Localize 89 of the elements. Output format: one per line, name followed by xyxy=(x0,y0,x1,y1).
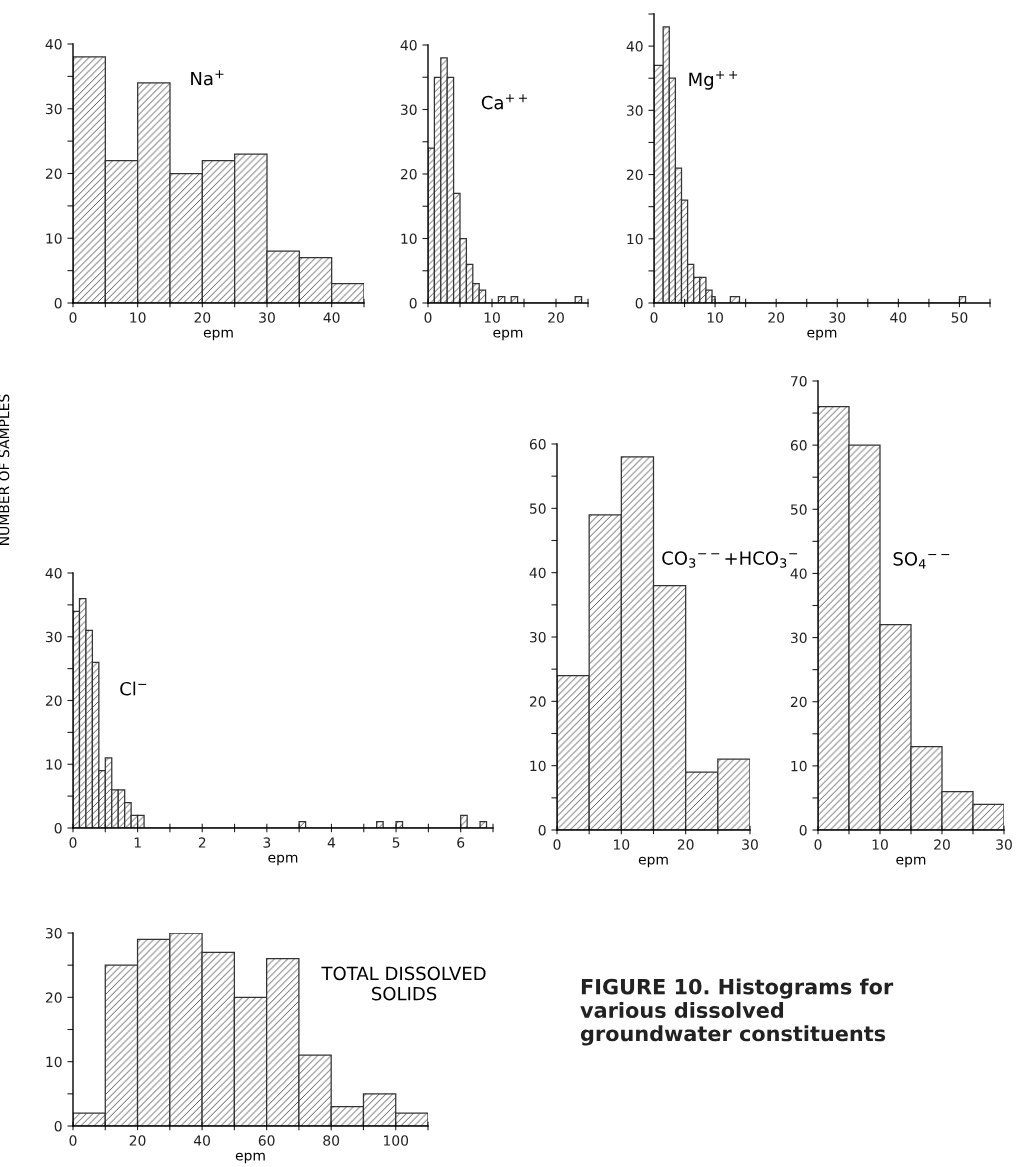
x-tick-label: 4 xyxy=(327,837,336,848)
x-tick-label: 40 xyxy=(193,1135,211,1146)
y-tick-label: 40 xyxy=(45,38,62,50)
x-tick-label: 3 xyxy=(263,837,271,848)
x-tick-label: 50 xyxy=(951,312,968,323)
y-tick-label: 20 xyxy=(400,168,417,180)
y-tick-label: 30 xyxy=(45,103,62,115)
x-tick-label: 100 xyxy=(384,1135,409,1146)
x-tick-label: 2 xyxy=(198,837,206,848)
x-tick-label: 20 xyxy=(934,839,950,850)
x-tick-label: 1 xyxy=(134,837,141,848)
x-axis-title: epm xyxy=(807,329,837,341)
y-tick-label: 70 xyxy=(791,375,807,387)
x-tick-label: 10 xyxy=(130,312,146,323)
y-tick-label: 0 xyxy=(799,824,807,836)
text: SO$_{4}$$^{−−}$ xyxy=(893,552,950,569)
x-tick-label: 6 xyxy=(457,837,465,848)
y-tick-label: 0 xyxy=(538,824,546,836)
text: TOTAL DISSOLVED SOLIDS xyxy=(321,966,486,1001)
y-tick-label: 20 xyxy=(790,696,807,708)
y-tick-label: 60 xyxy=(529,438,546,450)
x-tick-label: 0 xyxy=(424,312,432,323)
x-tick-label: 5 xyxy=(392,837,400,848)
x-axis-title: epm xyxy=(493,329,523,341)
y-tick-label: 10 xyxy=(46,233,62,244)
x-tick-label: 20 xyxy=(129,1135,146,1146)
text: Mg$^{++}$ xyxy=(689,71,738,90)
y-tick-label: 30 xyxy=(45,927,62,939)
y-tick-label: 20 xyxy=(626,169,643,181)
x-axis-title: epm xyxy=(268,854,298,866)
x-axis-title: epm xyxy=(896,856,926,868)
y-tick-label: 30 xyxy=(790,632,807,644)
x-axis-title: epm xyxy=(235,1152,265,1164)
y-tick-label: 30 xyxy=(400,104,417,115)
y-tick-label: 40 xyxy=(45,567,62,579)
x-tick-label: 20 xyxy=(548,312,564,323)
x-tick-label: 30 xyxy=(996,839,1012,850)
y-tick-label: 50 xyxy=(790,504,807,515)
x-tick-label: 40 xyxy=(323,312,340,323)
y-tick-label: 20 xyxy=(45,168,62,179)
x-tick-label: 0 xyxy=(69,1135,77,1146)
y-tick-label: 30 xyxy=(626,105,643,116)
x-tick-label: 10 xyxy=(872,839,888,850)
x-tick-label: 30 xyxy=(829,312,846,323)
y-tick-label: 60 xyxy=(790,440,807,451)
y-tick-label: 40 xyxy=(790,568,807,579)
x-tick-label: 20 xyxy=(768,312,785,323)
y-tick-label: 10 xyxy=(46,759,62,770)
x-tick-label: 0 xyxy=(69,312,77,323)
x-tick-label: 10 xyxy=(484,312,500,323)
y-tick-label: 0 xyxy=(54,822,62,834)
text: Ca$^{++}$ xyxy=(481,94,527,110)
text: CO$_{3}$$^{−−}$+HCO$_{3}$$^{−}$ xyxy=(662,551,798,568)
y-tick-label: 30 xyxy=(45,631,62,643)
y-tick-label: 10 xyxy=(627,233,643,245)
y-tick-label: 20 xyxy=(529,696,546,707)
y-tick-label: 0 xyxy=(54,297,62,309)
caption: FIGURE 10. Histograms for various dissolved groundwater constituents xyxy=(580,978,894,1046)
x-tick-label: 30 xyxy=(742,839,758,850)
y-tick-label: 10 xyxy=(46,1056,62,1068)
y-tick-label: 40 xyxy=(626,41,643,52)
x-tick-label: 30 xyxy=(259,312,275,323)
x-tick-label: 0 xyxy=(553,839,561,850)
x-tick-label: 0 xyxy=(69,837,77,848)
x-tick-label: 0 xyxy=(814,839,822,850)
x-axis-title: epm xyxy=(638,856,668,868)
x-tick-label: 40 xyxy=(890,312,907,323)
x-tick-label: 10 xyxy=(707,312,724,323)
y-tick-label: 10 xyxy=(530,760,546,772)
text: Cl$^{−}$ xyxy=(120,681,147,696)
y-tick-label: 50 xyxy=(529,503,546,514)
x-tick-label: 20 xyxy=(677,839,694,850)
text: Na$^{+}$ xyxy=(191,70,224,86)
y-tick-label: 20 xyxy=(45,695,62,706)
y-tick-label: 0 xyxy=(409,297,417,309)
y-tick-label: 20 xyxy=(45,992,62,1003)
x-tick-label: 20 xyxy=(194,312,211,323)
x-tick-label: 10 xyxy=(614,839,630,850)
x-axis-title: epm xyxy=(203,329,233,341)
x-tick-label: 60 xyxy=(258,1135,275,1146)
y-tick-label: 40 xyxy=(400,39,417,51)
y-tick-label: 10 xyxy=(791,760,807,772)
y-tick-label: 10 xyxy=(401,233,417,244)
x-tick-label: 0 xyxy=(650,312,658,323)
y-tick-label: 0 xyxy=(54,1120,62,1132)
y-tick-label: 0 xyxy=(635,297,643,309)
y-tick-label: 30 xyxy=(529,631,546,643)
y-tick-label: 40 xyxy=(529,567,546,579)
x-tick-label: 80 xyxy=(323,1135,340,1146)
